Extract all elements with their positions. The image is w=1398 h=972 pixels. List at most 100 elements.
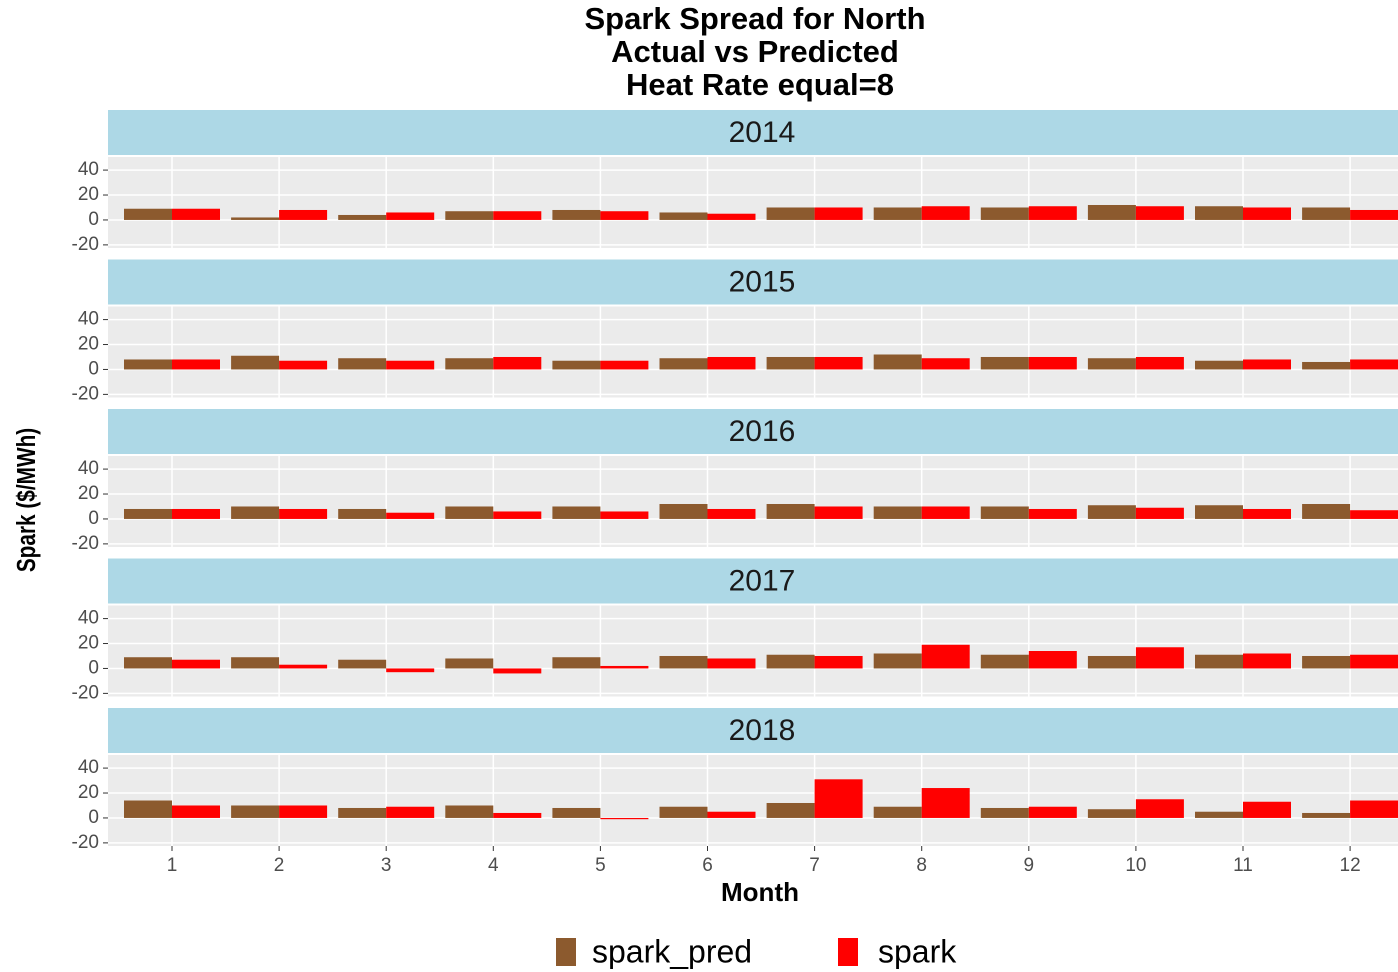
chart-subtitle: Heat Rate equal=8 — [626, 67, 894, 102]
bar — [1195, 360, 1243, 370]
bar — [124, 359, 172, 370]
bar — [231, 657, 280, 669]
bar — [279, 360, 328, 370]
bar — [1243, 508, 1291, 519]
strip — [108, 558, 1398, 604]
bar — [1195, 654, 1243, 669]
bar — [1087, 655, 1136, 669]
bar — [172, 508, 220, 519]
bar — [921, 358, 970, 370]
bar — [980, 207, 1029, 220]
bar — [766, 207, 815, 220]
bar — [279, 209, 328, 220]
bar — [279, 805, 328, 818]
bar — [659, 806, 708, 818]
bar — [659, 655, 708, 669]
strip-label: 2015 — [729, 265, 796, 298]
bar — [1195, 505, 1243, 519]
bar — [707, 658, 756, 669]
x-tick-label: 4 — [488, 855, 499, 876]
bar — [124, 800, 172, 818]
x-axis-label: Month — [721, 877, 799, 907]
bar — [921, 788, 970, 818]
bar — [600, 211, 649, 220]
bar — [1028, 206, 1077, 220]
x-tick-label: 7 — [809, 855, 820, 876]
strip-label: 2017 — [729, 564, 796, 597]
bar — [1302, 655, 1351, 669]
bar — [1302, 361, 1351, 370]
bar — [766, 356, 815, 370]
bar — [1028, 651, 1077, 669]
bar — [1302, 207, 1351, 220]
y-tick-label: 40 — [78, 309, 99, 330]
bar — [707, 356, 756, 370]
bar — [659, 212, 708, 220]
bar — [766, 654, 815, 669]
strip-label: 2014 — [729, 116, 796, 149]
bar — [172, 208, 220, 220]
bar — [386, 212, 435, 220]
bar — [493, 211, 542, 220]
y-tick-label: 0 — [88, 358, 99, 379]
bar — [1135, 507, 1184, 519]
bar — [124, 208, 172, 220]
x-tick-label: 1 — [167, 855, 178, 876]
bar — [873, 806, 922, 818]
bar — [600, 511, 649, 519]
bar — [1350, 209, 1398, 220]
bar — [600, 665, 649, 669]
bar — [231, 355, 280, 370]
bar — [386, 360, 435, 370]
x-tick-label: 5 — [595, 855, 606, 876]
bar — [873, 207, 922, 220]
bar — [172, 359, 220, 370]
bar — [231, 217, 280, 220]
strip-label: 2016 — [729, 415, 796, 448]
bar — [980, 654, 1029, 669]
bar — [493, 668, 542, 674]
bar — [1302, 812, 1351, 818]
bar — [338, 358, 387, 370]
bar — [1243, 653, 1291, 669]
bar — [493, 356, 542, 370]
x-tick-label: 10 — [1125, 855, 1146, 876]
bar — [1195, 811, 1243, 818]
bar — [707, 508, 756, 519]
bar — [445, 805, 494, 818]
bar — [1135, 206, 1184, 220]
bar — [814, 655, 863, 669]
panel — [108, 456, 1398, 547]
strip — [108, 110, 1398, 155]
y-tick-label: -20 — [72, 383, 99, 404]
bar — [659, 503, 708, 519]
bar — [445, 211, 494, 220]
bar — [552, 209, 601, 220]
bar — [338, 214, 387, 220]
bar — [493, 812, 542, 818]
bar — [707, 811, 756, 818]
y-tick-label: 40 — [78, 757, 99, 778]
bar — [445, 358, 494, 370]
y-tick-label: 20 — [78, 633, 99, 654]
bar — [231, 805, 280, 818]
y-tick-label: 0 — [88, 508, 99, 529]
bar — [814, 506, 863, 519]
bar — [1087, 505, 1136, 519]
bar — [1243, 207, 1291, 220]
bar — [338, 807, 387, 818]
x-tick-label: 11 — [1233, 855, 1253, 876]
bar — [1135, 647, 1184, 669]
x-tick-label: 9 — [1024, 855, 1035, 876]
bar — [766, 503, 815, 519]
y-tick-label: -20 — [72, 234, 99, 255]
bar — [766, 802, 815, 818]
y-tick-label: 0 — [88, 209, 99, 230]
bar — [873, 653, 922, 669]
strip — [108, 708, 1398, 753]
bar — [445, 658, 494, 669]
bar — [1350, 510, 1398, 519]
y-tick-label: 0 — [88, 807, 99, 828]
bar — [1243, 359, 1291, 370]
bar — [1087, 358, 1136, 370]
